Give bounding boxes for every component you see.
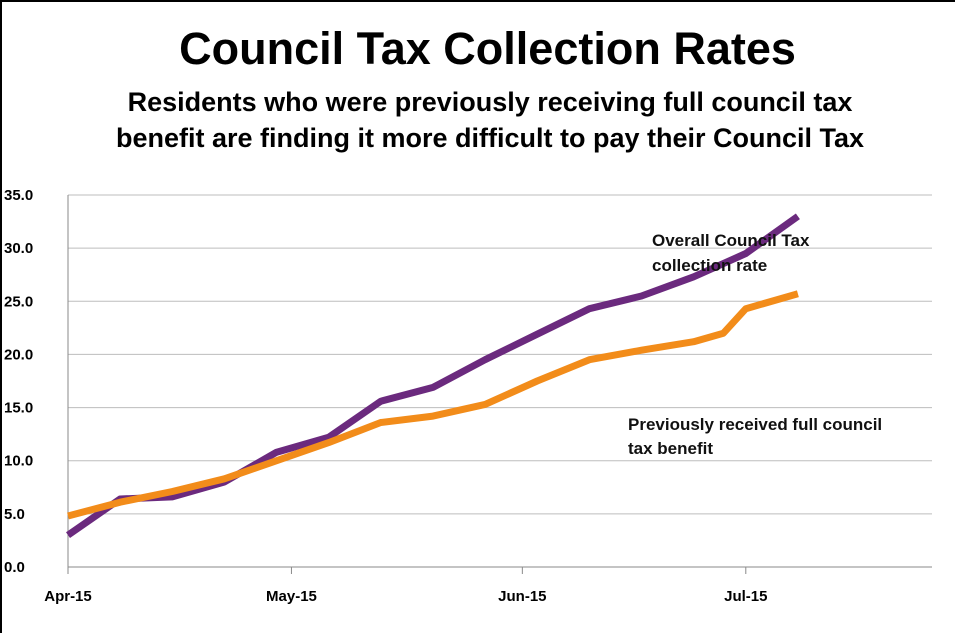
- annotation-benefit-line1: Previously received full council: [628, 415, 882, 434]
- y-tick-label: 15.0: [4, 400, 33, 417]
- axes: [67, 195, 932, 574]
- x-tick-label: Apr-15: [44, 588, 92, 605]
- x-tick-label: Jul-15: [724, 588, 767, 605]
- x-tick-labels: Apr-15 May-15 Jun-15 Jul-15: [44, 588, 767, 605]
- y-tick-label: 10.0: [4, 453, 33, 470]
- annotation-overall-line2: collection rate: [652, 256, 767, 275]
- annotation-overall-line1: Overall Council Tax: [652, 231, 810, 250]
- y-tick-label: 0.0: [4, 559, 25, 576]
- chart-title: Council Tax Collection Rates: [179, 23, 796, 74]
- y-tick-label: 30.0: [4, 240, 33, 257]
- y-tick-labels: 0.0 5.0 10.0 15.0 20.0 25.0 30.0 35.0: [4, 187, 33, 576]
- series-line-0: [66, 213, 800, 538]
- y-tick-label: 20.0: [4, 346, 33, 363]
- x-tick-label: Jun-15: [498, 588, 546, 605]
- x-tick-label: May-15: [266, 588, 317, 605]
- chart-subtitle: Residents who were previously receiving …: [115, 87, 865, 153]
- annotation-benefit-line2: tax benefit: [628, 439, 713, 458]
- series-lines: [66, 213, 800, 538]
- y-tick-label: 25.0: [4, 293, 33, 310]
- y-tick-label: 5.0: [4, 506, 25, 523]
- y-tick-label: 35.0: [4, 187, 33, 204]
- series-line-1: [67, 290, 799, 520]
